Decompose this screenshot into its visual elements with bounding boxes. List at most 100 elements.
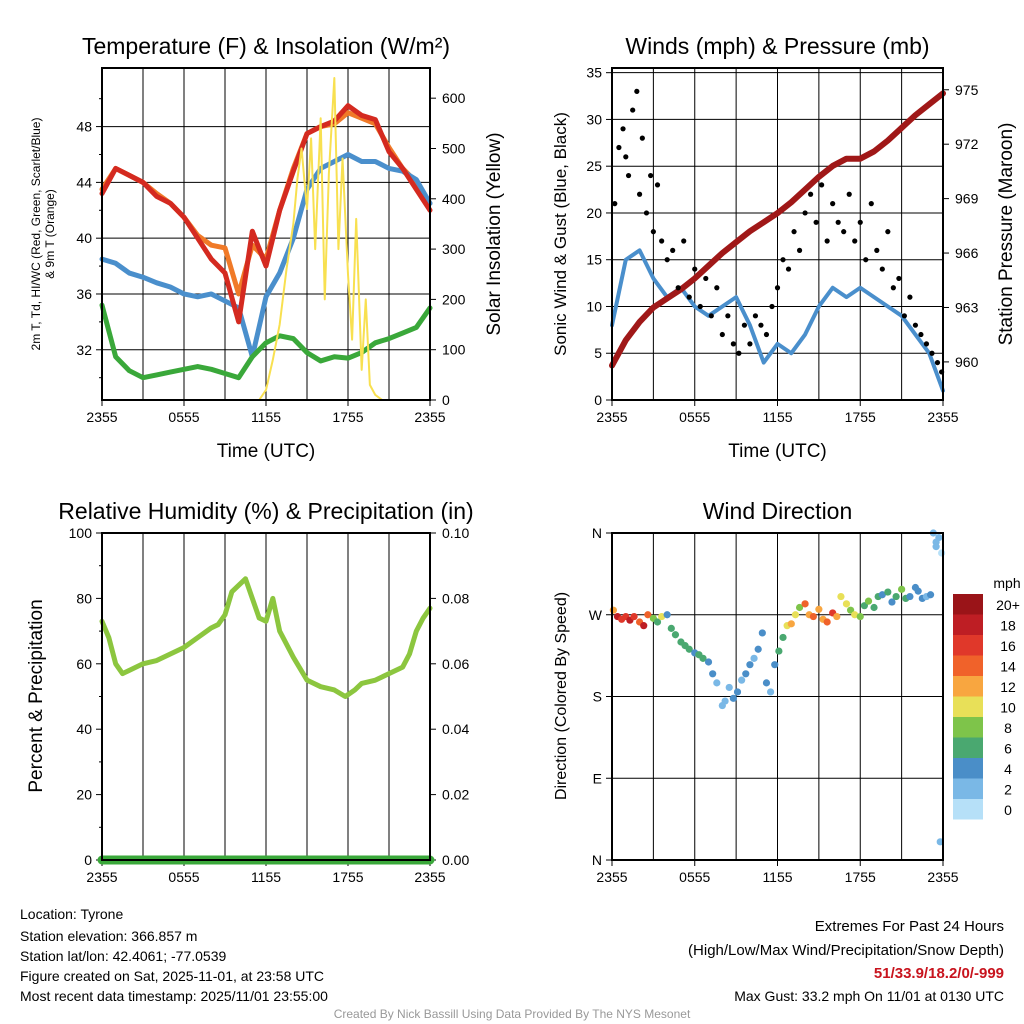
x-tick-label: 1755: [332, 409, 363, 425]
gust-point: [648, 172, 654, 179]
direction-point: [846, 606, 855, 614]
direction-point: [685, 645, 693, 653]
direction-point: [860, 602, 868, 610]
chart-title: Temperature (F) & Insolation (W/m²): [82, 33, 450, 59]
direction-point: [771, 661, 779, 669]
y2-tick-label: 400: [442, 191, 466, 207]
gust-point: [791, 229, 797, 235]
gust-point: [774, 285, 781, 291]
direction-point: [801, 600, 809, 608]
plot-frame: [611, 67, 944, 401]
legend-swatch: [953, 737, 983, 758]
gust-point: [639, 135, 645, 141]
x-tick-label: 1155: [762, 409, 792, 425]
gust-point: [863, 257, 869, 263]
y2-tick-label: 0.02: [442, 787, 469, 803]
legend-swatch: [953, 696, 983, 717]
gust-point: [703, 275, 709, 282]
direction-point: [671, 631, 680, 639]
direction-point: [653, 618, 662, 626]
y-tick-label: W: [589, 607, 603, 623]
gust-point: [929, 350, 935, 356]
y-tick-label: 25: [586, 158, 602, 174]
direction-point: [762, 679, 771, 687]
x-tick-label: 2355: [927, 869, 958, 885]
gust-point: [890, 285, 896, 291]
gust-point: [846, 191, 852, 197]
series-relative-humidity: [99, 576, 433, 699]
legend-swatch: [953, 614, 983, 635]
gust-point: [852, 238, 858, 244]
gust-point: [686, 294, 692, 300]
footer-location: Location: Tyrone: [20, 906, 124, 922]
extremes-title: Extremes For Past 24 Hours: [814, 918, 1004, 935]
direction-point: [742, 670, 750, 678]
gust-point: [835, 219, 841, 225]
direction-point: [709, 670, 717, 678]
legend-label: 18: [1000, 618, 1016, 634]
legend-label: 8: [1004, 720, 1012, 736]
direction-point: [932, 543, 940, 551]
direction-point: [938, 549, 946, 557]
gust-point: [725, 313, 731, 319]
direction-point: [758, 629, 766, 637]
gust-point: [802, 210, 808, 216]
footer-latlon: Station lat/lon: 42.4061; -77.0539: [20, 948, 227, 964]
series-solar-insolation: [101, 77, 431, 401]
y-tick-label: 5: [594, 345, 602, 361]
legend-label: 10: [1000, 700, 1016, 716]
direction-point: [750, 654, 758, 662]
chart-title: Wind Direction: [703, 498, 853, 524]
y2-axis-label: Solar Insolation (Yellow): [484, 132, 505, 335]
gust-point: [830, 201, 836, 207]
y-tick-label: 20: [76, 787, 92, 803]
y-tick-label: N: [592, 525, 602, 541]
direction-point: [837, 592, 845, 601]
y2-tick-label: 600: [442, 90, 466, 106]
y2-tick-label: 300: [442, 241, 466, 257]
series-hi-wc: [99, 151, 433, 360]
y-tick-label: E: [593, 770, 602, 786]
legend-swatch: [953, 758, 983, 779]
y-tick-label: 0: [84, 852, 92, 868]
gust-point: [681, 238, 687, 244]
y2-tick-label: 969: [955, 191, 979, 207]
gust-point: [813, 219, 819, 225]
gust-point: [758, 322, 764, 328]
legend-label: 20+: [996, 597, 1020, 613]
gust-point: [901, 313, 907, 319]
y-tick-label: 100: [69, 525, 93, 541]
gust-point: [736, 350, 742, 356]
y-tick-label: 15: [586, 252, 602, 268]
direction-point: [795, 603, 804, 612]
series-2m-t: [99, 103, 433, 325]
y-tick-label: 20: [586, 205, 602, 221]
gust-point: [819, 182, 825, 188]
gust-point: [643, 210, 650, 216]
series-station-pressure: [609, 90, 946, 369]
direction-point: [754, 645, 762, 653]
gust-point: [623, 154, 629, 160]
x-tick-label: 1155: [762, 869, 792, 885]
gust-point: [708, 313, 714, 319]
y2-tick-label: 975: [955, 82, 979, 98]
direction-point: [870, 603, 878, 612]
direction-point: [914, 587, 922, 595]
footer-created: Figure created on Sat, 2025-11-01, at 23…: [20, 968, 325, 984]
y2-tick-label: 963: [955, 299, 979, 315]
direction-point: [787, 620, 795, 628]
gust-point: [659, 238, 665, 244]
y2-tick-label: 966: [955, 245, 979, 261]
direction-point: [815, 605, 823, 613]
y2-axis-label: Station Pressure (Maroon): [996, 123, 1017, 346]
chart-title: Relative Humidity (%) & Precipitation (i…: [58, 498, 473, 524]
y-tick-label: N: [592, 852, 602, 868]
direction-point: [842, 600, 851, 608]
legend-title: mph: [993, 575, 1020, 591]
x-tick-label: 0555: [168, 869, 199, 885]
y2-tick-label: 200: [442, 291, 466, 307]
direction-point: [878, 591, 886, 599]
y-tick-label: 40: [76, 721, 92, 737]
y-tick-label: 30: [586, 111, 602, 127]
